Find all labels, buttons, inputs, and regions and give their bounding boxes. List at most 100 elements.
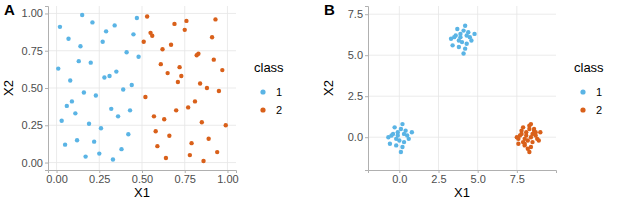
x-axis-title: X1	[134, 185, 150, 200]
point	[215, 150, 219, 154]
point	[176, 80, 180, 84]
point	[526, 138, 530, 142]
point	[538, 130, 542, 134]
point	[142, 40, 146, 44]
tick: 0.00	[46, 170, 67, 185]
points	[386, 23, 542, 154]
point	[516, 137, 520, 141]
tick-label: 0.0	[348, 131, 363, 143]
point	[107, 74, 111, 78]
point	[386, 135, 390, 139]
point	[75, 138, 79, 142]
point	[465, 42, 469, 46]
point	[78, 44, 82, 48]
tick: 0.75	[22, 45, 48, 57]
x-axis: 0.02.55.07.5	[369, 170, 557, 185]
point	[119, 147, 123, 151]
point	[407, 137, 411, 141]
axis-line	[365, 7, 369, 171]
grid	[368, 6, 556, 170]
point	[189, 141, 193, 145]
tick-label: 0.00	[22, 157, 43, 169]
point	[167, 134, 171, 138]
tick-label: 0.50	[22, 82, 43, 94]
tick-mark	[365, 55, 368, 56]
point	[65, 104, 69, 108]
point	[83, 154, 87, 158]
point	[198, 81, 202, 85]
tick: 0.25	[22, 119, 48, 131]
point	[68, 78, 72, 82]
tick: 0.0	[348, 131, 368, 143]
point	[99, 126, 103, 130]
point	[160, 47, 164, 51]
tick: 0.50	[22, 82, 48, 94]
point	[179, 74, 183, 78]
point	[89, 60, 93, 64]
point	[519, 128, 523, 132]
tick: 7.5	[348, 8, 368, 20]
point	[162, 117, 166, 121]
point	[63, 142, 67, 146]
point	[397, 138, 401, 142]
point	[150, 34, 154, 38]
tick: 0.50	[132, 170, 153, 185]
point	[183, 28, 187, 32]
point	[220, 68, 224, 72]
point	[124, 50, 128, 54]
point	[205, 86, 209, 90]
point	[193, 99, 197, 103]
tick-label: 2.5	[431, 173, 446, 185]
point	[460, 40, 464, 44]
grid-line-x	[438, 6, 439, 170]
point	[136, 54, 140, 58]
tick-mark	[365, 137, 368, 138]
point	[130, 83, 134, 87]
point	[522, 142, 526, 146]
point	[399, 150, 403, 154]
figure: 0.000.250.500.751.000.000.250.500.751.00…	[0, 0, 640, 202]
point	[80, 13, 84, 17]
panel-label: B	[324, 1, 335, 18]
tick-label: 2.5	[348, 90, 363, 102]
point	[388, 142, 392, 146]
tick: 1.00	[217, 170, 238, 185]
point	[224, 123, 228, 127]
point	[457, 45, 461, 49]
tick-label: 5.0	[348, 49, 363, 61]
tick: 0.75	[175, 170, 196, 185]
legend-label: 2	[596, 104, 602, 116]
tick-label: 0.75	[175, 173, 196, 185]
point	[529, 135, 533, 139]
legend-title: class	[254, 60, 284, 75]
panel-label: A	[4, 1, 15, 18]
point	[59, 119, 63, 123]
point	[126, 132, 130, 136]
tick-label: 0.0	[392, 173, 407, 185]
point	[461, 51, 465, 55]
point	[400, 122, 404, 126]
point	[116, 114, 120, 118]
grid-line-x	[399, 6, 400, 170]
point	[121, 87, 125, 91]
grid-line-y	[368, 96, 556, 97]
tick-mark	[365, 96, 368, 97]
tick: 2.5	[348, 90, 368, 102]
point	[100, 40, 104, 44]
legend-title: class	[574, 60, 604, 75]
panel: 0.02.55.07.50.02.55.07.5BX1X2class12	[321, 1, 604, 200]
point	[533, 130, 537, 134]
point	[396, 133, 400, 137]
point	[410, 130, 414, 134]
point	[212, 57, 216, 61]
x-axis-title: X1	[454, 185, 470, 200]
tick-mark	[45, 88, 48, 89]
point	[186, 105, 190, 109]
grid-line-y	[48, 125, 236, 126]
point	[188, 153, 192, 157]
legend-swatch	[260, 89, 265, 94]
point	[164, 156, 168, 160]
point	[392, 125, 396, 129]
point	[90, 20, 94, 24]
tick-mark	[45, 125, 48, 126]
